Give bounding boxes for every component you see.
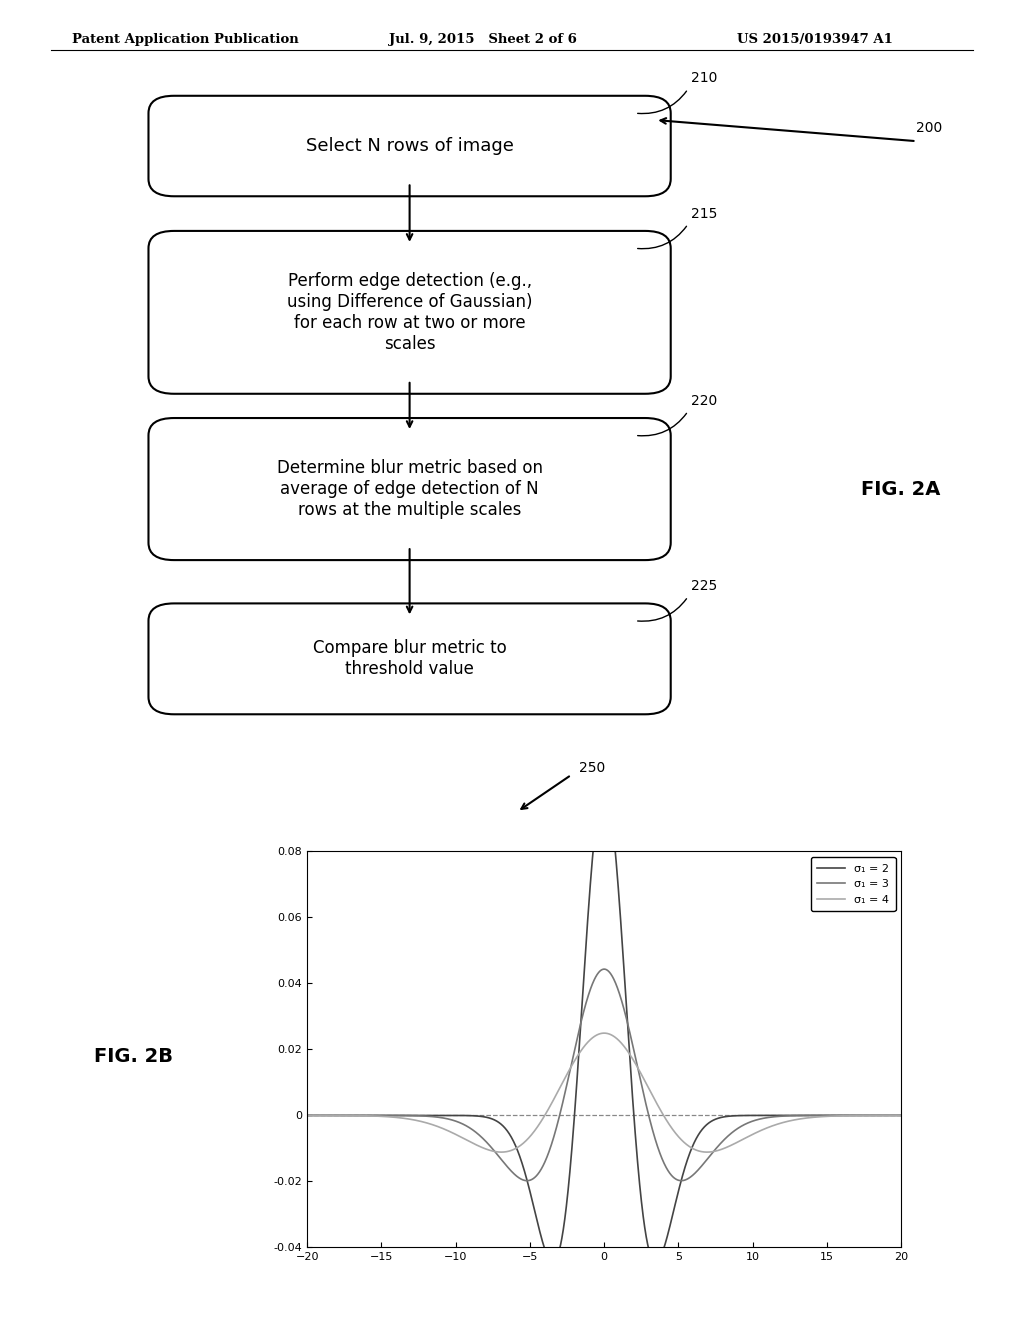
Text: Select N rows of image: Select N rows of image — [305, 137, 514, 154]
Text: 210: 210 — [691, 71, 718, 86]
Text: Perform edge detection (e.g.,
using Difference of Gaussian)
for each row at two : Perform edge detection (e.g., using Diff… — [287, 272, 532, 352]
Text: FIG. 2B: FIG. 2B — [93, 1047, 173, 1065]
FancyBboxPatch shape — [148, 418, 671, 560]
Text: FIG. 2A: FIG. 2A — [861, 479, 941, 499]
Text: US 2015/0193947 A1: US 2015/0193947 A1 — [737, 33, 893, 46]
Text: Compare blur metric to
threshold value: Compare blur metric to threshold value — [312, 639, 507, 678]
Text: 225: 225 — [691, 579, 718, 593]
Text: 250: 250 — [579, 762, 605, 775]
Text: 200: 200 — [916, 121, 943, 135]
Legend: σ₁ = 2, σ₁ = 3, σ₁ = 4: σ₁ = 2, σ₁ = 3, σ₁ = 4 — [811, 857, 896, 911]
Text: 220: 220 — [691, 393, 718, 408]
FancyBboxPatch shape — [148, 603, 671, 714]
FancyBboxPatch shape — [148, 231, 671, 393]
FancyBboxPatch shape — [148, 96, 671, 197]
Text: Determine blur metric based on
average of edge detection of N
rows at the multip: Determine blur metric based on average o… — [276, 459, 543, 519]
Text: Patent Application Publication: Patent Application Publication — [72, 33, 298, 46]
Text: Jul. 9, 2015   Sheet 2 of 6: Jul. 9, 2015 Sheet 2 of 6 — [389, 33, 577, 46]
Text: 215: 215 — [691, 207, 718, 220]
